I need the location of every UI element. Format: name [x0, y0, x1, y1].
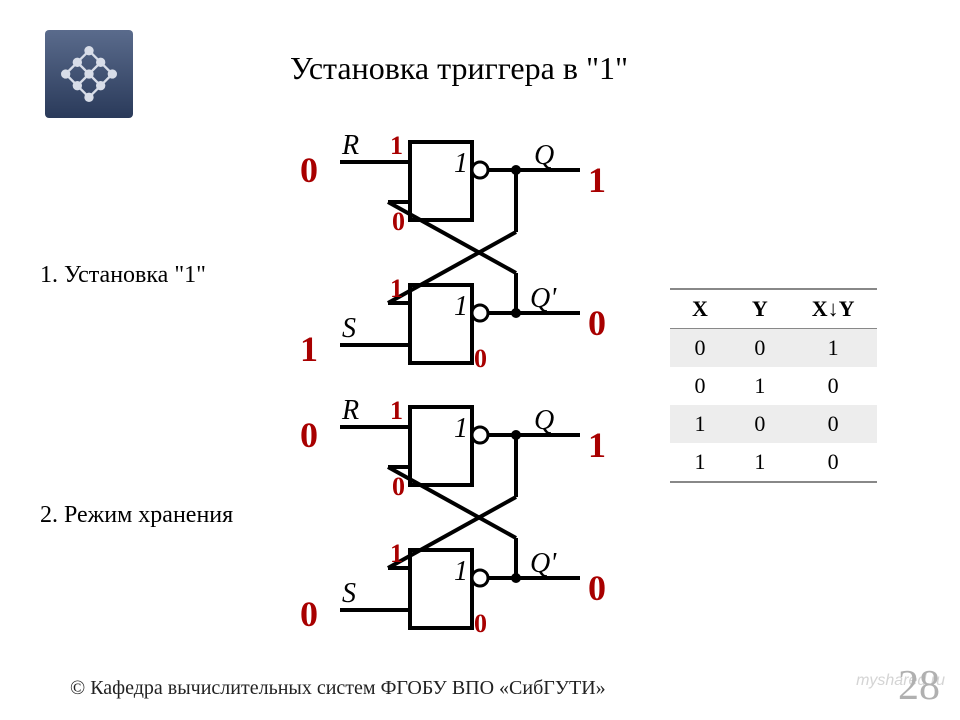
table-cell: 0 — [670, 367, 730, 405]
table-cell: 1 — [730, 443, 790, 482]
svg-text:1: 1 — [588, 160, 606, 200]
svg-text:Q: Q — [534, 405, 554, 436]
table-cell: 1 — [670, 443, 730, 482]
table-cell: 0 — [730, 329, 790, 368]
svg-text:0: 0 — [300, 150, 318, 190]
rs-latch-diagram-2: 11RSQQ'00101100 — [280, 395, 640, 655]
rs-latch-diagram-1: 11RSQQ'01101100 — [280, 130, 640, 390]
svg-text:1: 1 — [390, 131, 403, 160]
table-header: Y — [730, 289, 790, 329]
table-cell: 0 — [790, 405, 877, 443]
table-cell: 0 — [730, 405, 790, 443]
table-cell: 1 — [730, 367, 790, 405]
svg-text:1: 1 — [454, 413, 468, 444]
slide-title: Установка триггера в "1" — [290, 50, 628, 87]
nor-truth-table: XYX↓Y 001010100110 — [670, 288, 877, 483]
table-header: X↓Y — [790, 289, 877, 329]
caption-storage: 2. Режим хранения — [40, 502, 233, 529]
svg-text:1: 1 — [390, 274, 403, 303]
table-cell: 0 — [670, 329, 730, 368]
copyright-footer: © Кафедра вычислительных систем ФГОБУ ВП… — [70, 677, 606, 700]
svg-text:0: 0 — [300, 415, 318, 455]
svg-text:R: R — [341, 130, 359, 161]
svg-text:1: 1 — [390, 396, 403, 425]
svg-text:0: 0 — [588, 568, 606, 608]
svg-text:1: 1 — [300, 329, 318, 369]
institution-logo — [45, 30, 133, 118]
svg-text:0: 0 — [392, 472, 405, 501]
svg-text:1: 1 — [454, 148, 468, 179]
page-number: 28 — [898, 662, 940, 710]
svg-text:0: 0 — [300, 594, 318, 634]
svg-text:1: 1 — [454, 556, 468, 587]
svg-text:S: S — [342, 313, 356, 344]
table-cell: 1 — [670, 405, 730, 443]
svg-text:Q: Q — [534, 140, 554, 171]
svg-text:R: R — [341, 395, 359, 426]
svg-text:Q': Q' — [530, 283, 557, 314]
svg-text:0: 0 — [392, 207, 405, 236]
caption-set-1: 1. Установка "1" — [40, 262, 206, 289]
svg-text:1: 1 — [588, 425, 606, 465]
table-cell: 1 — [790, 329, 877, 368]
svg-text:Q': Q' — [530, 548, 557, 579]
table-cell: 0 — [790, 367, 877, 405]
svg-text:1: 1 — [390, 539, 403, 568]
table-cell: 0 — [790, 443, 877, 482]
svg-text:S: S — [342, 578, 356, 609]
svg-text:0: 0 — [474, 609, 487, 638]
svg-text:0: 0 — [588, 303, 606, 343]
svg-text:0: 0 — [474, 344, 487, 373]
svg-text:1: 1 — [454, 291, 468, 322]
table-header: X — [670, 289, 730, 329]
